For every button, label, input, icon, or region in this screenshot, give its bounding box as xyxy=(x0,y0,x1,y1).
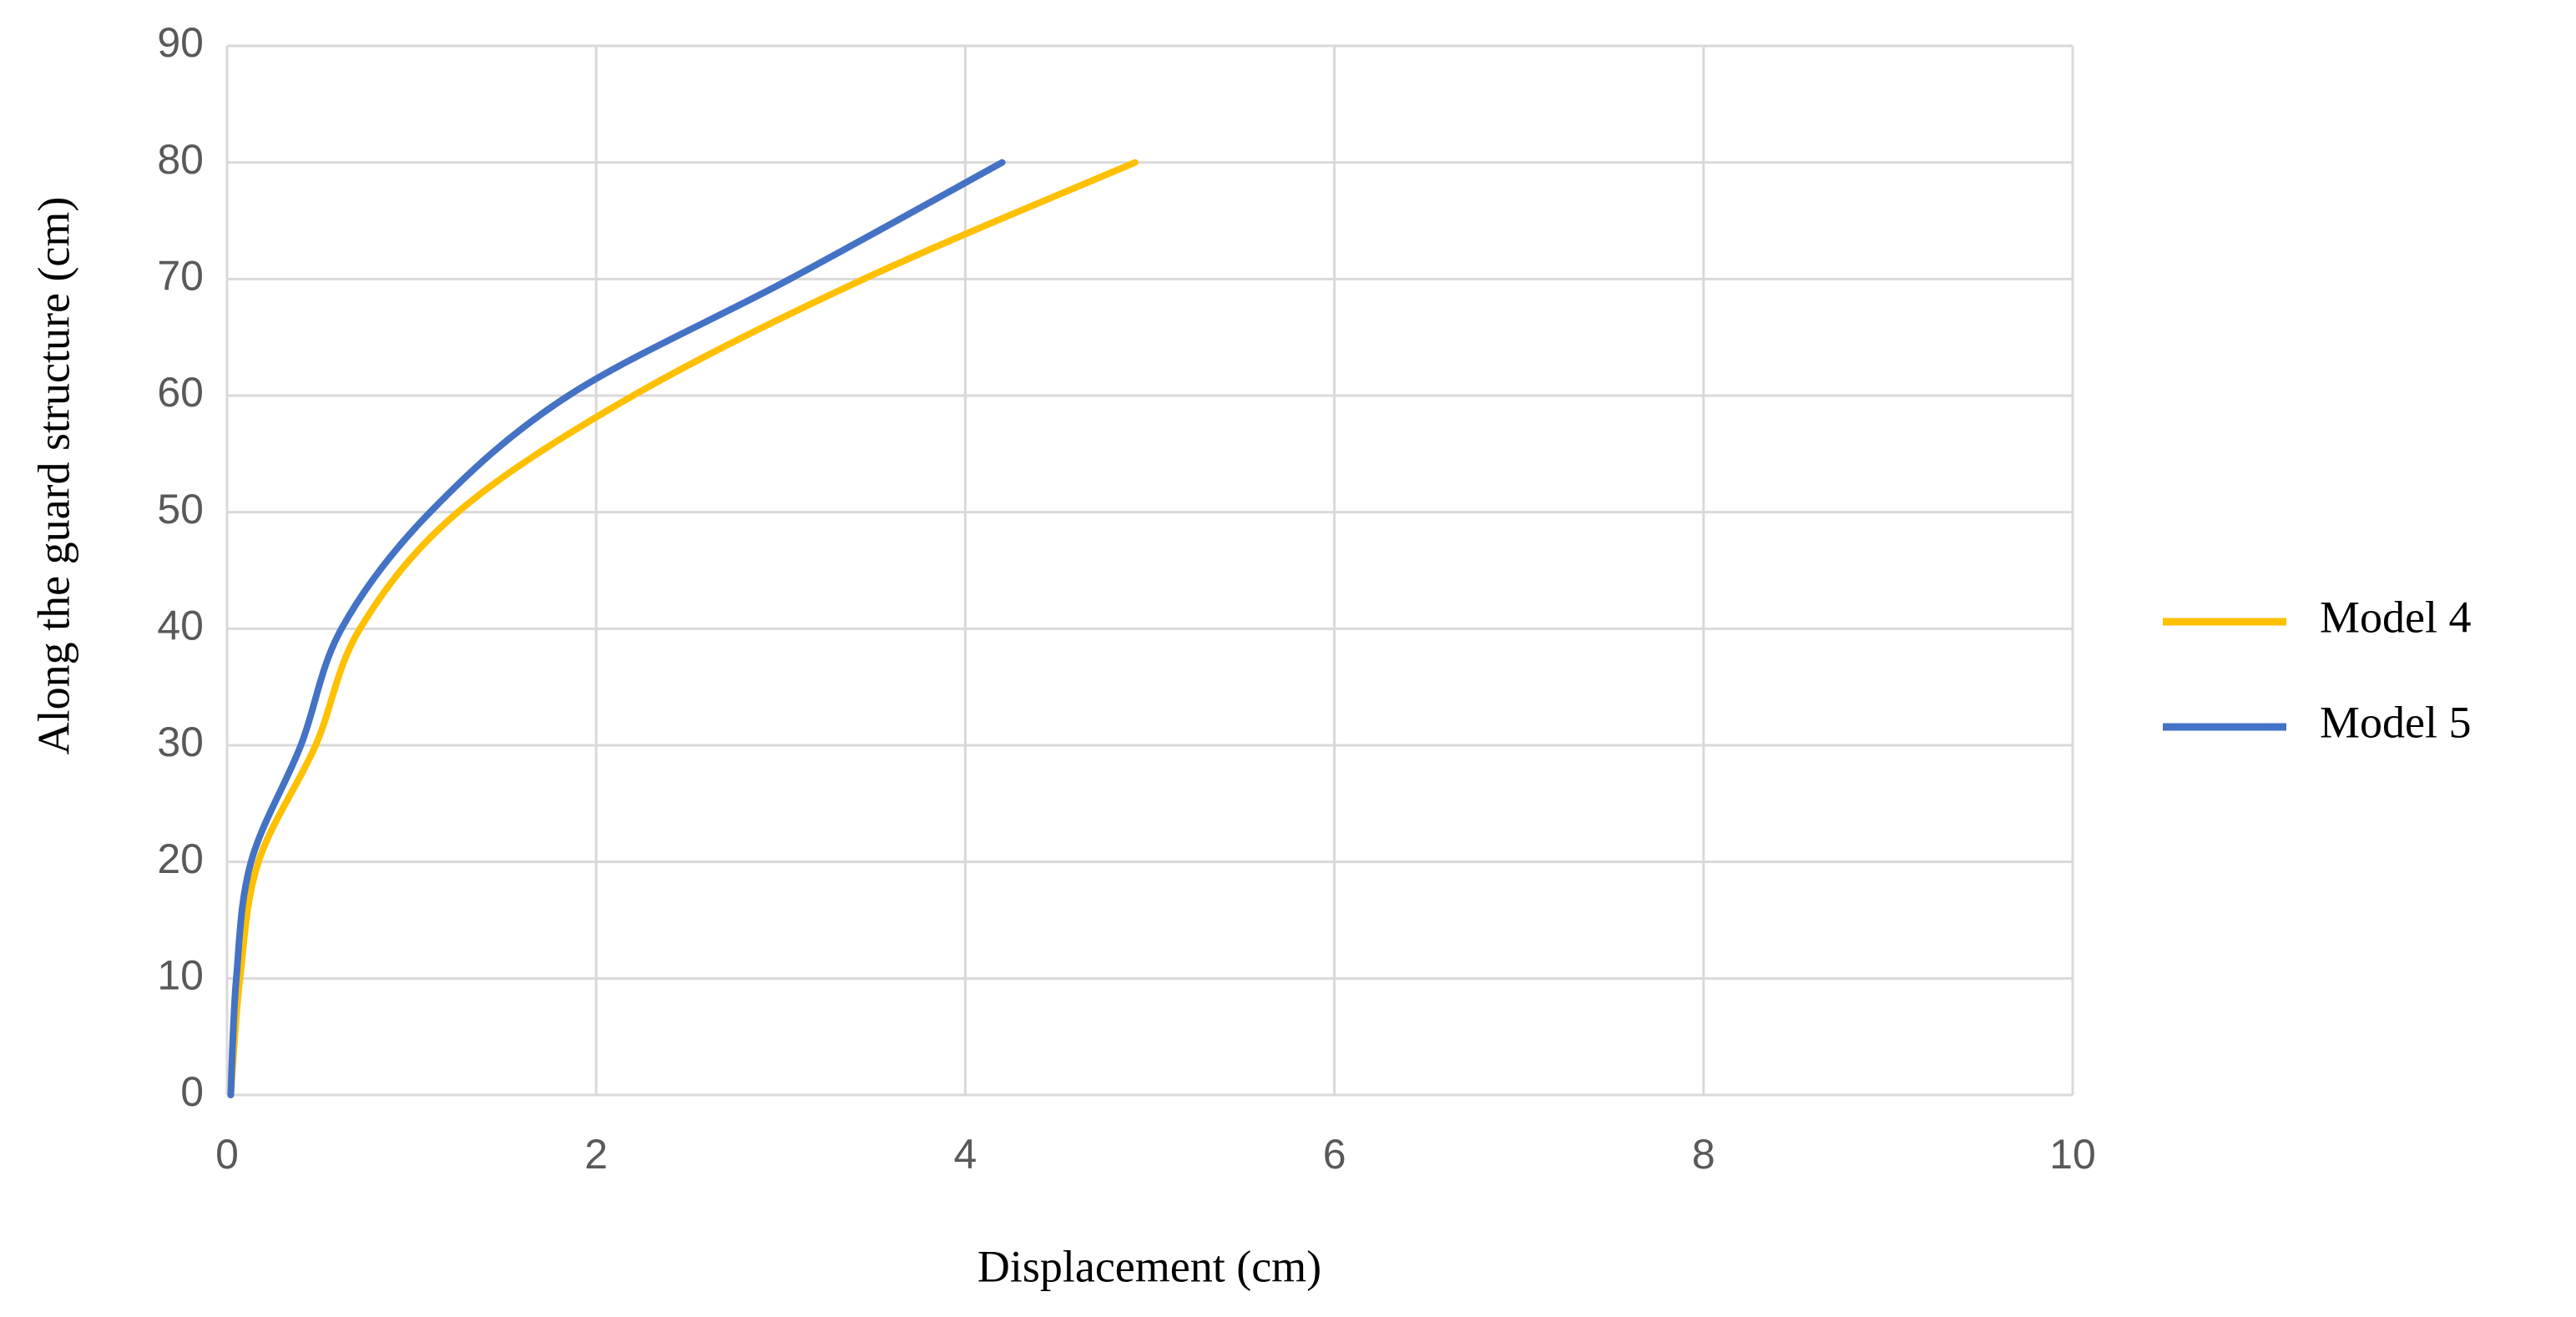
y-tick-label: 0 xyxy=(180,1068,204,1115)
x-tick-label: 6 xyxy=(1323,1131,1346,1178)
x-tick-label: 8 xyxy=(1692,1131,1715,1178)
y-tick-label: 40 xyxy=(157,603,204,649)
x-tick-label: 10 xyxy=(2049,1131,2096,1178)
y-tick-label: 50 xyxy=(157,486,204,532)
y-tick-label: 80 xyxy=(157,136,204,183)
y-tick-label: 60 xyxy=(157,369,204,416)
y-tick-label: 30 xyxy=(157,719,204,765)
x-tick-label: 4 xyxy=(953,1131,977,1178)
y-tick-label: 10 xyxy=(157,952,204,999)
legend-label: Model 4 xyxy=(2320,592,2472,642)
line xyxy=(227,159,1006,1098)
line xyxy=(227,159,1139,1098)
y-tick-label: 20 xyxy=(157,835,204,882)
x-tick-label: 0 xyxy=(215,1131,239,1178)
x-axis-title: Displacement (cm) xyxy=(977,1241,1321,1291)
x-tick-label: 2 xyxy=(584,1131,608,1178)
y-axis-title: Along the guard structure (cm) xyxy=(28,197,78,755)
y-tick-label: 90 xyxy=(157,19,204,66)
y-tick-label: 70 xyxy=(157,253,204,300)
legend-label: Model 5 xyxy=(2320,697,2472,747)
